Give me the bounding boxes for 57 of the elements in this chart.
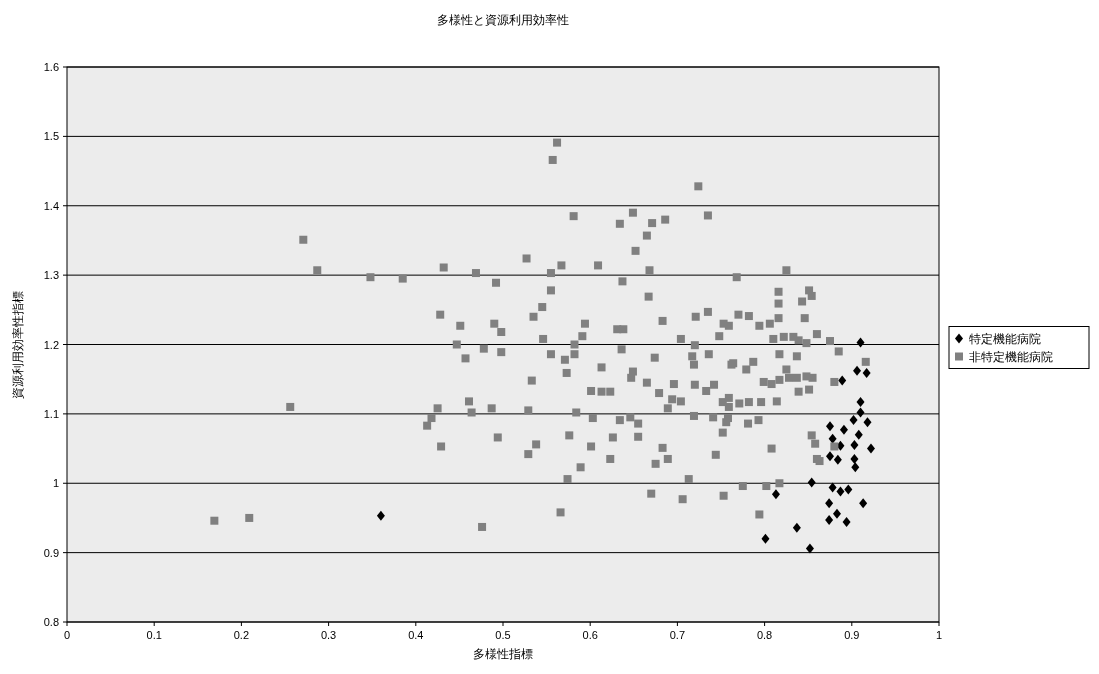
point [832, 508, 841, 519]
point [761, 533, 770, 544]
point [862, 367, 871, 378]
point [805, 543, 814, 554]
x-tick-label: 0.2 [233, 629, 250, 641]
point [792, 522, 801, 533]
point [833, 454, 842, 465]
x-tick-label: 0.4 [408, 629, 424, 641]
x-tick-label: 0.9 [844, 629, 860, 641]
point [854, 429, 863, 440]
x-axis-title: 多様性指標 [473, 647, 533, 661]
point [771, 489, 780, 500]
point [859, 498, 868, 509]
x-tick-label: 0 [63, 629, 71, 641]
x-tick-label: 0.3 [320, 629, 337, 641]
point [839, 424, 848, 435]
point [807, 477, 816, 488]
point [850, 453, 859, 464]
x-tick-label: 0.1 [146, 629, 162, 641]
point [838, 375, 847, 386]
point [836, 486, 845, 497]
point [853, 365, 862, 376]
point [844, 484, 853, 495]
point [842, 517, 851, 528]
point [826, 421, 834, 432]
y-tick-label: 0.8 [43, 616, 59, 628]
point [850, 440, 859, 451]
x-tick-label: 0.8 [756, 629, 773, 641]
point [856, 337, 865, 348]
chart-title: 多様性と資源利用効率性 [437, 13, 569, 27]
point [828, 482, 837, 493]
point [826, 451, 834, 462]
x-tick-label: 1 [935, 629, 943, 641]
y-tick-label: 0.9 [43, 546, 59, 559]
point [828, 433, 837, 444]
x-tick-label: 0.5 [495, 629, 511, 641]
y-tick-label: 1.6 [43, 61, 59, 73]
x-tick-label: 0.7 [669, 629, 686, 641]
y-tick-label: 1 [52, 477, 59, 490]
y-tick-label: 1.1 [43, 407, 59, 420]
point [376, 510, 385, 521]
point [851, 462, 860, 473]
y-tick-label: 1.2 [43, 338, 59, 351]
point [856, 407, 865, 418]
point [825, 515, 834, 526]
y-tick-label: 1.3 [43, 269, 59, 282]
y-tick-label: 1.4 [43, 199, 59, 212]
point [866, 443, 875, 454]
point [825, 498, 834, 509]
legend-label: 特定機能病院 [969, 331, 1041, 346]
point [863, 417, 872, 428]
point [856, 397, 865, 408]
point [849, 415, 858, 426]
x-tick-label: 0.6 [582, 629, 598, 641]
y-tick-label: 1.5 [43, 130, 59, 143]
y-axis-title: 資源利用効率性指標 [11, 290, 25, 399]
legend-label: 非特定機能病院 [969, 349, 1053, 364]
